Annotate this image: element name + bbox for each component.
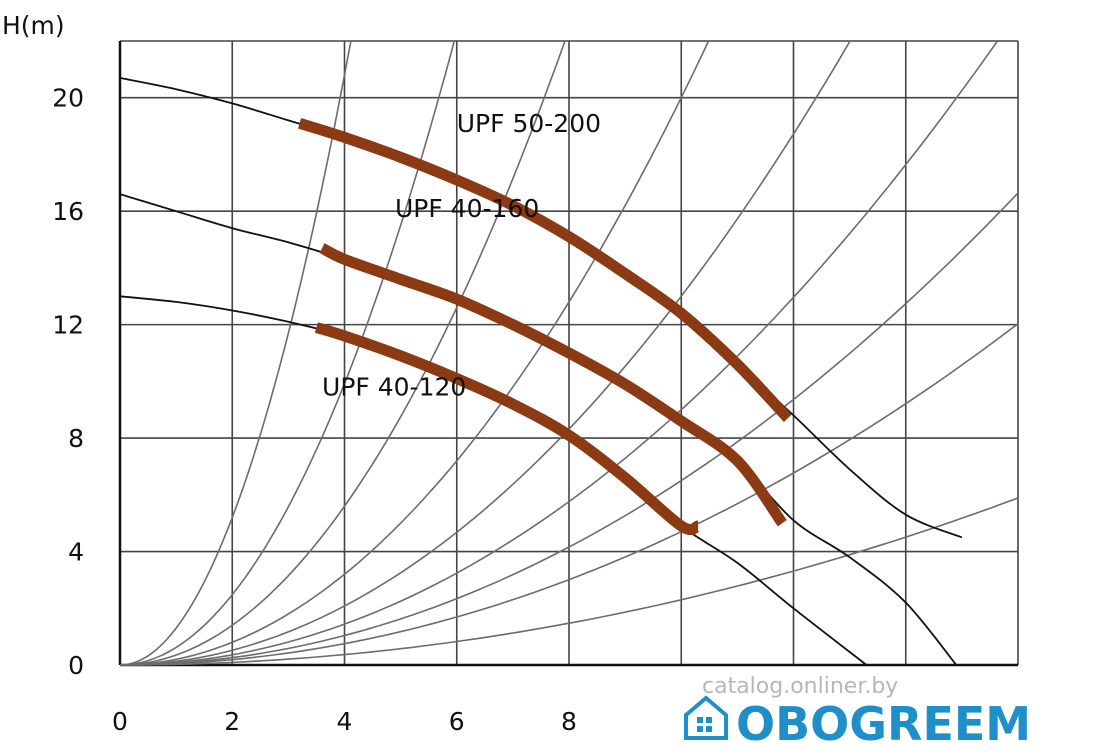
y-axis-title: H(m)	[2, 11, 65, 40]
y-tick-label: 4	[68, 538, 84, 567]
system-curve	[119, 40, 566, 666]
series-label-2: UPF 40-120	[322, 373, 466, 402]
y-tick-label: 8	[68, 424, 84, 453]
system-curve	[119, 497, 1019, 666]
x-tick-label: 4	[337, 707, 353, 736]
house-icon	[684, 695, 728, 740]
logo: OBOGREEM	[684, 695, 1031, 751]
system-curve	[119, 40, 352, 666]
x-tick-label: 6	[449, 707, 465, 736]
pump-curve-0	[119, 77, 963, 539]
system-curve	[119, 40, 999, 666]
operating-range-2	[314, 322, 701, 536]
y-tick-label: 12	[52, 311, 84, 340]
system-curve	[119, 40, 851, 666]
series-labels: UPF 50-200 UPF 40-160 UPF 40-120	[322, 109, 601, 402]
logo-text: OBOGREEM	[736, 697, 1031, 751]
operating-range-1	[319, 243, 787, 527]
x-tick-label: 2	[224, 707, 240, 736]
system-curve	[119, 40, 710, 666]
operating-range-0	[297, 118, 792, 422]
operating-ranges	[297, 118, 792, 536]
system-curve	[119, 323, 1019, 666]
watermark: catalog.onliner.by	[702, 674, 898, 699]
series-label-1: UPF 40-160	[395, 194, 539, 223]
y-tick-label: 20	[52, 84, 84, 113]
pump-curve-1	[119, 193, 957, 666]
system-curve	[119, 192, 1019, 666]
series-label-0: UPF 50-200	[457, 109, 601, 138]
tick-labels: 0 4 8 12 16 20 0 2 4 6 8	[52, 84, 577, 736]
y-tick-label: 16	[52, 197, 84, 226]
x-tick-label: 8	[561, 707, 577, 736]
x-tick-label: 0	[112, 707, 128, 736]
system-curve	[119, 40, 456, 666]
y-tick-label: 0	[68, 651, 84, 680]
system-curves	[119, 40, 1019, 666]
